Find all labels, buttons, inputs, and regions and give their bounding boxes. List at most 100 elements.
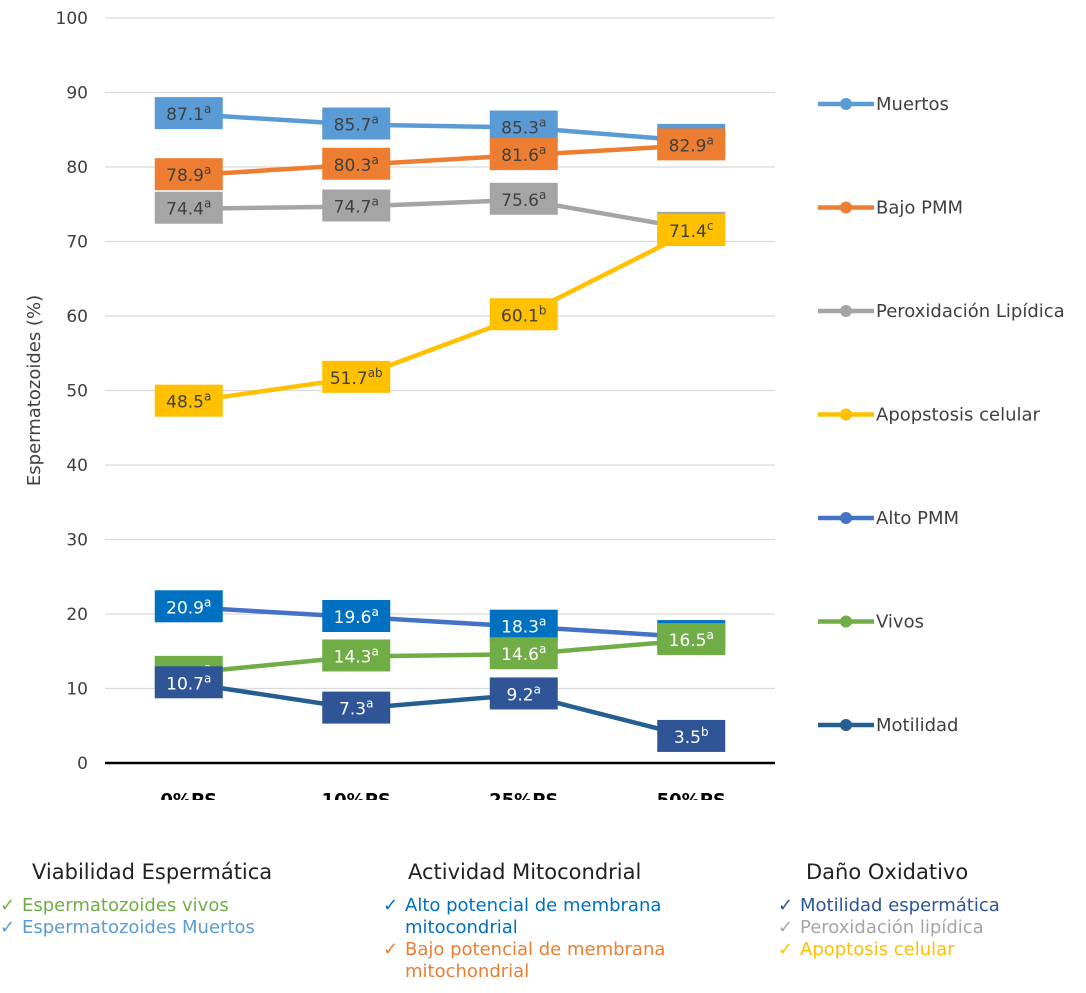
data-label-box [657, 128, 726, 161]
data-label: 81.6a [489, 138, 558, 171]
data-label-text: 74.4a [166, 197, 211, 220]
data-label: 48.5a [154, 384, 223, 417]
data-label-text: 14.3a [334, 644, 379, 667]
data-label: 74.4a [154, 191, 223, 224]
data-label-text: 14.6a [501, 642, 546, 665]
footer-group-list: ✓ Espermatozoides vivos ✓ Espermatozoides M… [0, 895, 255, 939]
y-tick-label: 40 [66, 456, 88, 476]
line-chart: 0 10 20 30 40 50 60 70 80 90 100 0%PS 10%PS 25%PS 50%P… [24, 9, 1065, 800]
data-label-text: 78.9a [166, 163, 211, 186]
footer-item-text: Bajo potencial de membrana mitochondrial [405, 939, 666, 982]
legend-entry: Vivos [818, 612, 924, 633]
data-label: 78.9a [154, 158, 223, 191]
data-label: 18.3a [489, 609, 558, 642]
footer-list-item: ✓ Espermatozoides vivos [0, 895, 255, 917]
data-label-box [322, 360, 391, 393]
legend-entry: Alto PMM [818, 508, 959, 529]
data-label-box [154, 666, 223, 699]
y-tick-label: 90 [66, 84, 88, 104]
legend-marker [840, 408, 852, 421]
data-label-box [154, 97, 223, 130]
data-label-text: 19.6a [334, 605, 379, 628]
data-label-box [322, 189, 391, 222]
data-label-box [489, 637, 558, 670]
footer-item-text: Apoptosis celular [800, 939, 955, 960]
data-label-text: 81.6a [501, 143, 546, 166]
data-label-box [489, 110, 558, 143]
footer-group-title: Daño Oxidativo [806, 860, 969, 884]
legend-label: Muertos [876, 94, 949, 115]
legend-label: Apopstosis celular [876, 405, 1041, 426]
data-label-box [489, 182, 558, 215]
checkmark-icon: ✓ [778, 917, 794, 938]
data-label-box [489, 138, 558, 171]
series-line [186, 143, 694, 178]
legend-label: Vivos [876, 612, 924, 633]
data-label: 85.3a [489, 110, 558, 143]
data-label: 74.7a [322, 189, 391, 222]
footer-list-item: ✓ Peroxidación lipídica [778, 917, 1000, 939]
data-label-text: 18.3a [501, 615, 546, 638]
data-label: 82.9a [657, 128, 726, 161]
x-tick-label: 10%PS [322, 790, 391, 800]
footer-item-text: Espermatozoides vivos [22, 895, 229, 916]
checkmark-icon: ✓ [0, 917, 16, 938]
footer-list-item: ✓ Apoptosis celular [778, 939, 1000, 961]
footer-group-title: Viabilidad Espermática [32, 860, 273, 884]
data-label-text: 87.1a [166, 102, 211, 125]
data-label-box [322, 599, 391, 632]
data-label: 7.3a [322, 691, 391, 724]
data-label-text: 60.1b [501, 303, 546, 326]
data-label-text: 74.7a [334, 194, 379, 217]
legend-label: Motilidad [876, 715, 959, 736]
data-label-box [489, 677, 558, 710]
data-label-box [154, 384, 223, 417]
checkmark-icon: ✓ [383, 895, 399, 916]
data-label-box [489, 609, 558, 642]
x-tick-label: 25%PS [489, 790, 558, 800]
legend-marker [840, 305, 852, 317]
data-label: 16.5a [657, 623, 726, 656]
checkmark-icon: ✓ [778, 939, 794, 960]
data-label: 85.7a [322, 107, 391, 140]
legend-label: Bajo PMM [876, 198, 963, 219]
data-label: 14.3a [322, 639, 391, 672]
data-label: 87.1a [154, 97, 223, 130]
data-label-box [322, 691, 391, 724]
legend-entry: Muertos [818, 94, 949, 115]
checkmark-icon: ✓ [0, 895, 16, 916]
data-label-text: 75.6a [501, 188, 546, 211]
series-line [186, 605, 694, 640]
legend-marker [840, 201, 852, 214]
data-label-text: 3.5b [674, 725, 709, 748]
series-line [186, 197, 694, 232]
series-line [186, 637, 694, 676]
data-label-box [657, 623, 726, 656]
data-label-text: 16.5a [669, 628, 714, 651]
data-label-text: 71.4c [669, 219, 713, 242]
footer-list-item: ✓ Espermatozoides Muertos [0, 917, 255, 939]
footer-item-text: Alto potencial de membrana mitocondrial [405, 895, 662, 938]
data-label-box [657, 719, 726, 752]
y-tick-label: 10 [66, 680, 88, 700]
data-label-box [322, 147, 391, 180]
data-label: 20.9a [154, 590, 223, 623]
data-label-text: 9.2a [507, 682, 541, 705]
legend-marker [840, 98, 852, 110]
legend-label: Peroxidación Lipídica [876, 301, 1065, 322]
data-label-box [154, 158, 223, 191]
data-label: 10.7a [154, 666, 223, 699]
footer-item-text: Peroxidación lipídica [800, 917, 984, 938]
y-tick-label: 70 [66, 233, 88, 253]
data-label-text: 85.7a [334, 113, 379, 136]
data-label-box [154, 191, 223, 224]
series-line [186, 228, 694, 404]
x-tick-label: 0%PS [160, 790, 217, 800]
data-label-text: 80.3a [334, 153, 379, 176]
data-label-text: 20.9a [166, 595, 211, 618]
y-tick-label: 20 [66, 605, 88, 625]
data-label: 19.6a [322, 599, 391, 632]
data-label: 60.1b [489, 298, 558, 331]
data-label-text: 85.3a [501, 116, 546, 139]
data-label: 71.4c [657, 214, 726, 247]
